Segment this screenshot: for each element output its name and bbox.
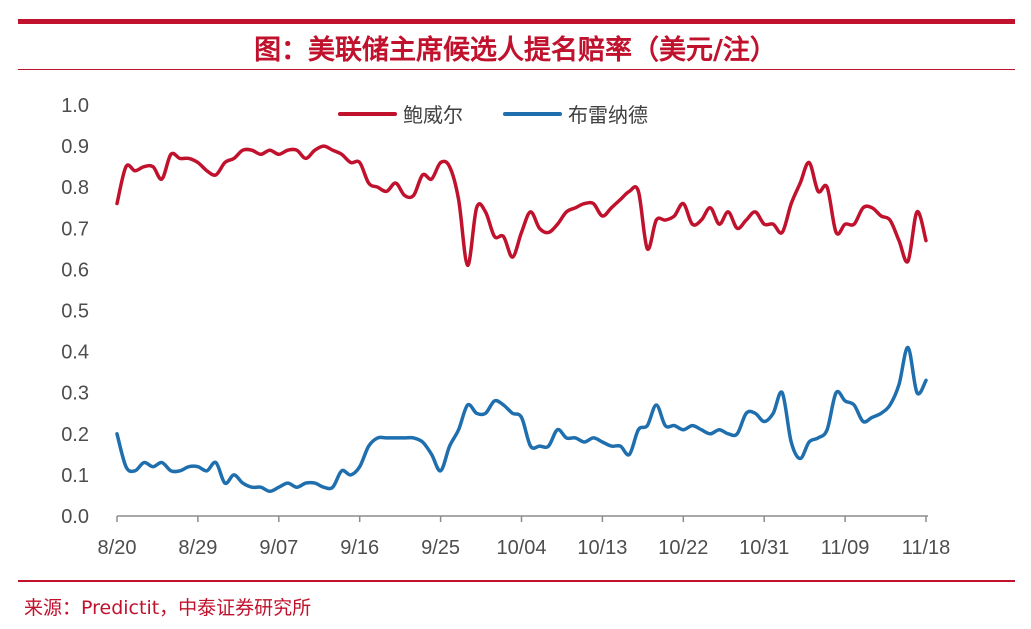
x-tick-label: 9/25 bbox=[421, 537, 460, 559]
legend-label-0: 鲍威尔 bbox=[403, 103, 463, 127]
x-tick-label: 10/04 bbox=[496, 537, 546, 559]
y-tick-label: 0.7 bbox=[61, 218, 89, 240]
source-note: 来源：Predictit，中泰证券研究所 bbox=[24, 597, 312, 619]
x-tick-label: 10/22 bbox=[658, 537, 708, 559]
y-tick-label: 1.0 bbox=[61, 95, 89, 117]
chart-title: 图：美联储主席候选人提名赔率（美元/注） bbox=[254, 35, 777, 66]
legend: 鲍威尔 布雷纳德 bbox=[338, 103, 648, 127]
y-tick-label: 0.6 bbox=[61, 259, 89, 281]
x-tick-label: 9/16 bbox=[340, 537, 379, 559]
x-tick-label: 11/18 bbox=[902, 537, 951, 559]
series-line-1 bbox=[115, 345, 928, 494]
x-tick-label: 11/09 bbox=[821, 537, 870, 559]
y-tick-label: 0.8 bbox=[61, 177, 89, 199]
y-tick-label: 0.1 bbox=[61, 465, 89, 487]
y-tick-label: 0.3 bbox=[61, 383, 89, 405]
y-tick-label: 0.0 bbox=[61, 506, 89, 528]
x-tick-label: 8/20 bbox=[98, 537, 137, 559]
top-rule bbox=[18, 19, 1015, 24]
series-lines bbox=[115, 144, 928, 494]
x-tick-label: 10/31 bbox=[739, 537, 789, 559]
x-axis: 8/20 8/29 9/07 9/16 9/25 10/04 10/13 10/22 10/31… bbox=[98, 515, 951, 559]
x-tick-label: 10/13 bbox=[577, 537, 627, 559]
series-line-0 bbox=[115, 144, 928, 268]
x-tick-label: 8/29 bbox=[178, 537, 217, 559]
y-tick-label: 0.5 bbox=[61, 301, 89, 323]
x-tick-label: 9/07 bbox=[259, 537, 298, 559]
y-axis: 0.0 0.1 0.2 0.3 0.4 0.5 0.6 0.7 0.8 0.9 1.0 bbox=[61, 95, 89, 528]
bottom-rule bbox=[18, 580, 1015, 582]
legend-label-1: 布雷纳德 bbox=[568, 103, 648, 127]
y-tick-label: 0.4 bbox=[61, 342, 89, 364]
y-tick-label: 0.9 bbox=[61, 136, 89, 158]
y-tick-label: 0.2 bbox=[61, 424, 89, 446]
title-rule bbox=[18, 69, 1015, 70]
